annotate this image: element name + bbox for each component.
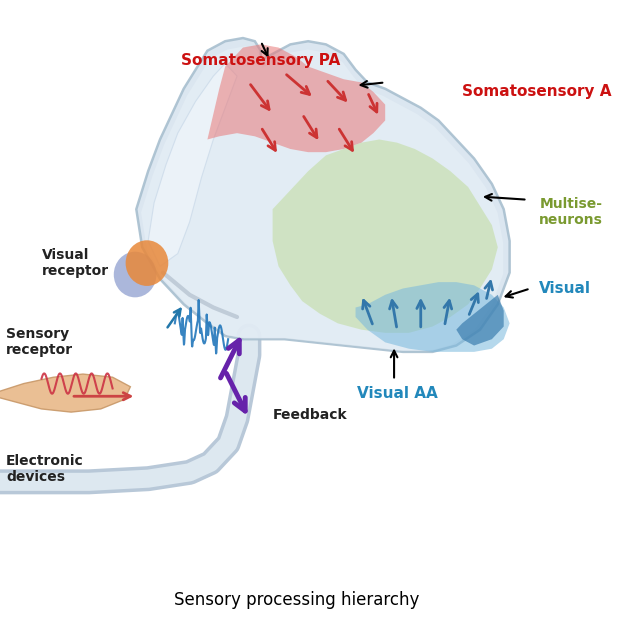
- Text: Sensory
receptor: Sensory receptor: [6, 327, 73, 358]
- Text: Visual
receptor: Visual receptor: [41, 248, 108, 278]
- Polygon shape: [456, 295, 503, 346]
- Text: Feedback: Feedback: [273, 408, 347, 422]
- Text: Multise-
neurons: Multise- neurons: [540, 197, 603, 228]
- Polygon shape: [141, 46, 503, 351]
- Polygon shape: [136, 38, 510, 352]
- Polygon shape: [0, 374, 131, 412]
- Ellipse shape: [126, 240, 168, 286]
- Text: Somatosensory PA: Somatosensory PA: [181, 53, 340, 68]
- Polygon shape: [273, 139, 498, 333]
- Ellipse shape: [113, 252, 157, 297]
- Polygon shape: [207, 44, 385, 152]
- Text: Visual AA: Visual AA: [357, 385, 437, 401]
- Text: Electronic
devices: Electronic devices: [6, 454, 84, 484]
- Text: Sensory processing hierarchy: Sensory processing hierarchy: [174, 591, 419, 609]
- Polygon shape: [148, 63, 237, 266]
- Text: Visual: Visual: [540, 281, 592, 296]
- Text: Somatosensory A: Somatosensory A: [462, 84, 612, 100]
- Polygon shape: [356, 282, 510, 352]
